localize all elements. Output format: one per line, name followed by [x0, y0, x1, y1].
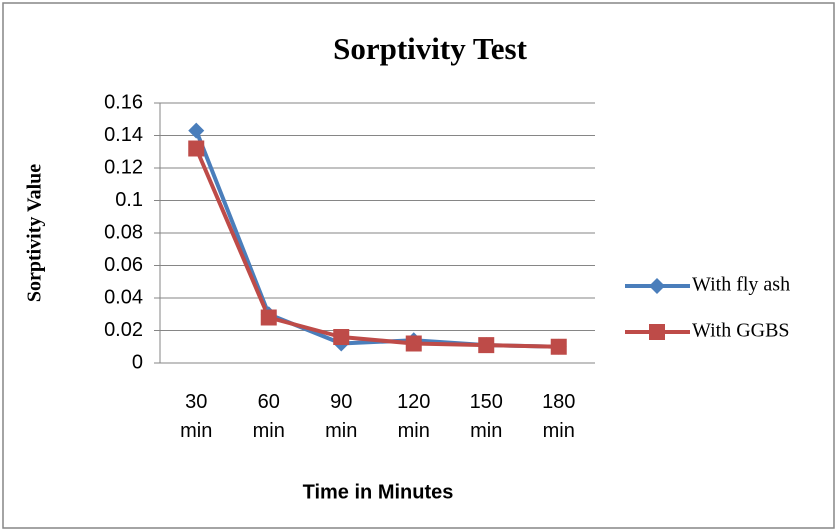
x-tick-label: 150 min	[470, 391, 503, 442]
marker	[649, 324, 665, 340]
marker	[478, 337, 495, 354]
series-line	[194, 147, 559, 349]
marker	[405, 335, 422, 352]
marker	[333, 329, 350, 345]
y-tick-label: 0.14	[104, 124, 143, 146]
y-tick-label: 0.06	[104, 254, 143, 276]
marker	[649, 278, 665, 294]
legend-label: With fly ash	[692, 274, 790, 296]
y-tick-label: 0	[132, 351, 143, 373]
y-tick-label: 0.16	[104, 91, 143, 113]
marker	[188, 122, 205, 139]
marker	[260, 309, 277, 326]
marker	[188, 140, 205, 157]
legend-label: With GGBS	[692, 320, 790, 342]
x-tick-label: 30 min	[180, 391, 212, 442]
y-axis-label: Sorptivity Value	[24, 164, 46, 302]
x-axis-label: Time in Minutes	[303, 481, 454, 503]
y-tick-label: 0.1	[115, 189, 143, 211]
x-tick-label: 180 min	[542, 391, 575, 442]
chart-title: Sorptivity Test	[333, 31, 527, 66]
y-tick-label: 0.12	[104, 156, 143, 178]
y-tick-label: 0.08	[104, 221, 143, 243]
x-tick-label: 120 min	[397, 391, 430, 442]
y-tick-label: 0.04	[104, 286, 143, 308]
x-tick-label: 60 min	[253, 391, 285, 442]
y-tick-label: 0.02	[104, 319, 143, 341]
marker	[550, 338, 567, 355]
x-tick-label: 90 min	[325, 391, 357, 442]
